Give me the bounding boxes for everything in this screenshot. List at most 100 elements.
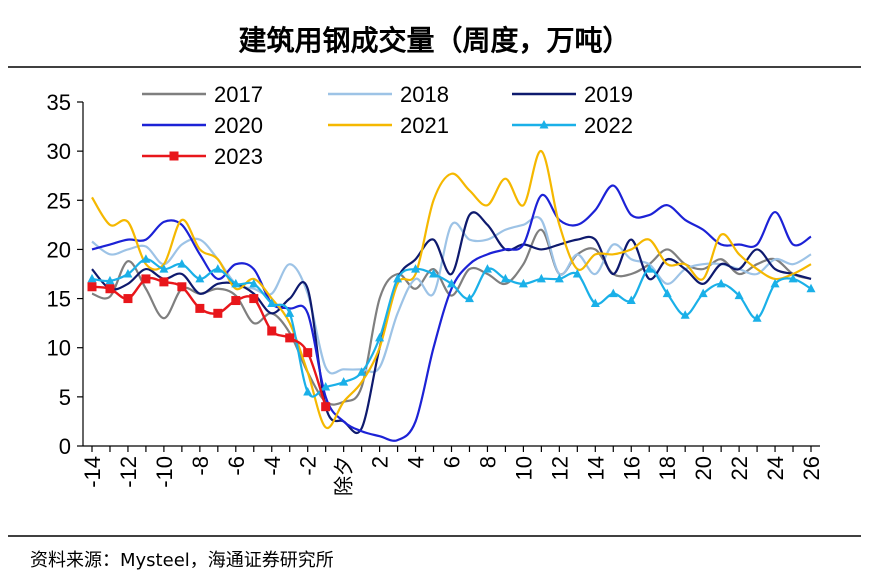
data-point bbox=[536, 273, 546, 283]
legend-marker bbox=[169, 151, 179, 161]
data-point bbox=[231, 278, 241, 288]
series-2022 bbox=[87, 254, 816, 398]
data-point bbox=[482, 264, 492, 273]
data-point bbox=[123, 269, 133, 278]
data-point bbox=[213, 308, 223, 318]
x-tick-label: 8 bbox=[475, 456, 500, 468]
x-tick-label: 2 bbox=[368, 456, 393, 468]
data-point bbox=[105, 284, 115, 294]
source-note: 资料来源：Mysteel，海通证券研究所 bbox=[30, 550, 334, 571]
data-point bbox=[159, 264, 169, 273]
data-point bbox=[141, 274, 151, 284]
x-tick-label: -6 bbox=[224, 456, 249, 476]
data-point bbox=[500, 273, 510, 283]
chart-title: 建筑用钢成交量（周度，万吨） bbox=[238, 24, 630, 57]
data-point bbox=[806, 283, 816, 293]
legend-entry-2018: 2018 bbox=[328, 82, 449, 107]
x-tick-label: -10 bbox=[152, 456, 177, 488]
x-tick-label: 18 bbox=[655, 456, 680, 480]
series-2019 bbox=[91, 211, 812, 435]
series-line-2019 bbox=[91, 211, 812, 435]
data-point bbox=[177, 259, 187, 268]
legend-entry-2021: 2021 bbox=[328, 113, 449, 138]
data-point bbox=[123, 294, 133, 304]
data-point bbox=[303, 386, 313, 396]
data-point bbox=[87, 282, 97, 292]
y-tick-label: 5 bbox=[59, 385, 71, 410]
legend-label: 2017 bbox=[214, 82, 263, 107]
x-tick-label: 4 bbox=[404, 456, 429, 468]
data-point bbox=[177, 282, 187, 292]
legend-label: 2020 bbox=[214, 113, 263, 138]
data-point bbox=[303, 348, 313, 358]
data-point bbox=[87, 273, 97, 283]
data-point bbox=[159, 277, 169, 287]
series-2023 bbox=[87, 274, 331, 412]
legend-label: 2019 bbox=[584, 82, 633, 107]
data-point bbox=[105, 275, 115, 285]
data-point bbox=[141, 254, 151, 263]
legend-entry-2017: 2017 bbox=[142, 82, 263, 107]
x-tick-label: 12 bbox=[547, 456, 572, 480]
data-point bbox=[680, 310, 690, 319]
data-point bbox=[644, 264, 654, 273]
y-tick-label: 30 bbox=[47, 139, 71, 164]
y-tick-label: 25 bbox=[47, 188, 71, 213]
y-tick-label: 10 bbox=[47, 336, 71, 361]
legend-entry-2022: 2022 bbox=[512, 113, 633, 138]
legend-label: 2023 bbox=[214, 144, 263, 169]
data-point bbox=[231, 296, 241, 306]
data-point bbox=[393, 273, 403, 283]
x-tick-label: -4 bbox=[260, 456, 285, 476]
data-point bbox=[321, 382, 331, 391]
data-point bbox=[590, 298, 600, 307]
data-point bbox=[626, 295, 636, 305]
x-tick-label: 16 bbox=[619, 456, 644, 480]
x-tick-label: -14 bbox=[80, 456, 105, 488]
data-point bbox=[716, 278, 726, 288]
data-point bbox=[213, 264, 223, 273]
data-point bbox=[734, 290, 744, 300]
data-point bbox=[518, 278, 528, 288]
legend-entry-2019: 2019 bbox=[512, 82, 633, 107]
y-tick-label: 0 bbox=[59, 434, 71, 459]
y-tick-label: 15 bbox=[47, 287, 71, 312]
data-point bbox=[375, 332, 385, 342]
x-tick-label: 10 bbox=[511, 456, 536, 480]
data-point bbox=[357, 367, 367, 376]
data-point bbox=[447, 278, 456, 288]
data-point bbox=[752, 313, 762, 322]
x-tick-label: 20 bbox=[691, 456, 716, 480]
legend-label: 2022 bbox=[584, 113, 633, 138]
x-tick-label: 22 bbox=[727, 456, 752, 480]
x-tick-label: -8 bbox=[188, 456, 213, 476]
data-point bbox=[429, 269, 439, 278]
data-point bbox=[195, 273, 205, 283]
data-point bbox=[411, 264, 421, 273]
y-tick-label: 20 bbox=[47, 237, 71, 262]
series-line-2021 bbox=[91, 150, 812, 430]
series-line-2020 bbox=[91, 184, 812, 442]
legend: 2017 2018 2019 2020 2021 2022 2023 bbox=[142, 82, 633, 169]
series-2020 bbox=[91, 184, 812, 442]
x-tick-label: 14 bbox=[583, 456, 608, 480]
data-point bbox=[285, 308, 295, 317]
data-point bbox=[321, 402, 331, 412]
data-point bbox=[788, 273, 798, 283]
x-tick-label: 24 bbox=[763, 456, 788, 480]
y-tick-label: 35 bbox=[47, 90, 71, 115]
x-tick-label: 6 bbox=[440, 456, 465, 468]
legend-marker bbox=[539, 120, 549, 129]
x-tick-label: -12 bbox=[116, 456, 141, 488]
data-point bbox=[249, 278, 259, 288]
x-tick-label: 除夕 bbox=[333, 456, 356, 496]
x-tick-label: -2 bbox=[296, 456, 321, 476]
data-point bbox=[339, 377, 349, 386]
data-point bbox=[572, 269, 582, 278]
legend-entry-2023: 2023 bbox=[142, 144, 263, 169]
data-point bbox=[698, 288, 708, 298]
legend-entry-2020: 2020 bbox=[142, 113, 263, 138]
data-point bbox=[770, 278, 780, 288]
legend-label: 2018 bbox=[400, 82, 449, 107]
data-point bbox=[267, 326, 277, 336]
